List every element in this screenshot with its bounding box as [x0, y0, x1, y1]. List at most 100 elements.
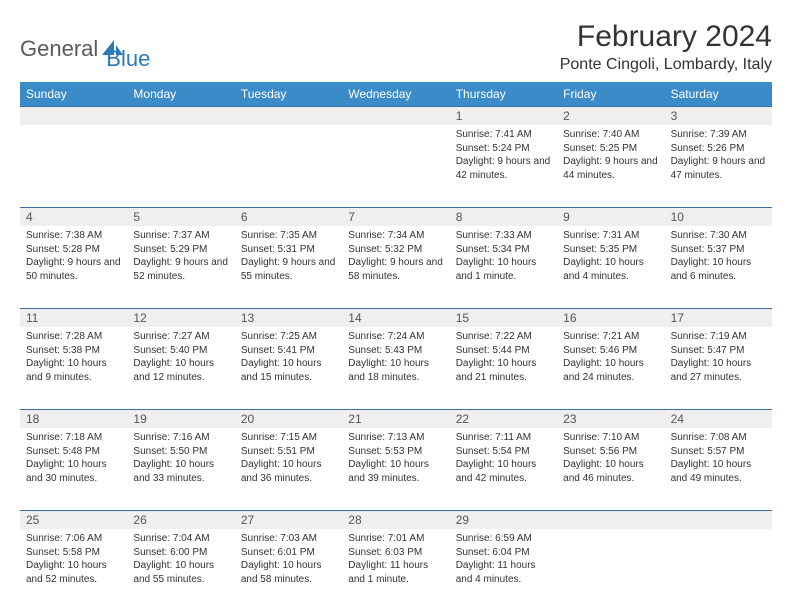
- day-cell: [127, 125, 234, 207]
- daynum-row: 11121314151617: [20, 308, 772, 327]
- week-row: Sunrise: 7:41 AMSunset: 5:24 PMDaylight:…: [20, 125, 772, 207]
- day-cell: Sunrise: 7:33 AMSunset: 5:34 PMDaylight:…: [450, 226, 557, 308]
- daynum-row: 123: [20, 106, 772, 125]
- sunset-text: Sunset: 5:28 PM: [26, 243, 121, 257]
- week-row: Sunrise: 7:28 AMSunset: 5:38 PMDaylight:…: [20, 327, 772, 409]
- sunrise-text: Sunrise: 7:33 AM: [456, 229, 551, 243]
- sunrise-text: Sunrise: 6:59 AM: [456, 532, 551, 546]
- sunset-text: Sunset: 6:04 PM: [456, 546, 551, 560]
- sunrise-text: Sunrise: 7:38 AM: [26, 229, 121, 243]
- weekday-header: Wednesday: [342, 82, 449, 106]
- day-cell: Sunrise: 7:40 AMSunset: 5:25 PMDaylight:…: [557, 125, 664, 207]
- day-number: 11: [20, 309, 127, 327]
- weekday-header: Friday: [557, 82, 664, 106]
- day-number: 14: [342, 309, 449, 327]
- day-number: [20, 107, 127, 125]
- day-cell: Sunrise: 7:03 AMSunset: 6:01 PMDaylight:…: [235, 529, 342, 611]
- day-cell: Sunrise: 7:37 AMSunset: 5:29 PMDaylight:…: [127, 226, 234, 308]
- day-number: 6: [235, 208, 342, 226]
- sunset-text: Sunset: 5:35 PM: [563, 243, 658, 257]
- sunset-text: Sunset: 5:57 PM: [671, 445, 766, 459]
- sunrise-text: Sunrise: 7:35 AM: [241, 229, 336, 243]
- daylight-text: Daylight: 10 hours and 58 minutes.: [241, 559, 336, 586]
- daylight-text: Daylight: 9 hours and 55 minutes.: [241, 256, 336, 283]
- sunset-text: Sunset: 5:51 PM: [241, 445, 336, 459]
- day-number: [557, 511, 664, 529]
- day-number: 24: [665, 410, 772, 428]
- day-cell: Sunrise: 7:13 AMSunset: 5:53 PMDaylight:…: [342, 428, 449, 510]
- sunset-text: Sunset: 5:29 PM: [133, 243, 228, 257]
- day-cell: Sunrise: 7:38 AMSunset: 5:28 PMDaylight:…: [20, 226, 127, 308]
- daylight-text: Daylight: 10 hours and 18 minutes.: [348, 357, 443, 384]
- sunset-text: Sunset: 5:34 PM: [456, 243, 551, 257]
- sunset-text: Sunset: 5:58 PM: [26, 546, 121, 560]
- sunset-text: Sunset: 5:38 PM: [26, 344, 121, 358]
- day-number: 17: [665, 309, 772, 327]
- weekday-header: Saturday: [665, 82, 772, 106]
- day-cell: Sunrise: 7:22 AMSunset: 5:44 PMDaylight:…: [450, 327, 557, 409]
- location-text: Ponte Cingoli, Lombardy, Italy: [560, 56, 772, 74]
- daylight-text: Daylight: 10 hours and 36 minutes.: [241, 458, 336, 485]
- day-number: 2: [557, 107, 664, 125]
- sunrise-text: Sunrise: 7:04 AM: [133, 532, 228, 546]
- sunset-text: Sunset: 5:48 PM: [26, 445, 121, 459]
- sunrise-text: Sunrise: 7:16 AM: [133, 431, 228, 445]
- sunrise-text: Sunrise: 7:41 AM: [456, 128, 551, 142]
- sunrise-text: Sunrise: 7:01 AM: [348, 532, 443, 546]
- calendar: SundayMondayTuesdayWednesdayThursdayFrid…: [20, 82, 772, 611]
- day-number: [127, 107, 234, 125]
- sunset-text: Sunset: 5:31 PM: [241, 243, 336, 257]
- sunset-text: Sunset: 5:26 PM: [671, 142, 766, 156]
- daylight-text: Daylight: 10 hours and 6 minutes.: [671, 256, 766, 283]
- day-number: 1: [450, 107, 557, 125]
- sunrise-text: Sunrise: 7:40 AM: [563, 128, 658, 142]
- daylight-text: Daylight: 10 hours and 4 minutes.: [563, 256, 658, 283]
- daylight-text: Daylight: 10 hours and 9 minutes.: [26, 357, 121, 384]
- sunset-text: Sunset: 5:25 PM: [563, 142, 658, 156]
- daylight-text: Daylight: 9 hours and 42 minutes.: [456, 155, 551, 182]
- daylight-text: Daylight: 10 hours and 24 minutes.: [563, 357, 658, 384]
- logo: General Blue: [20, 20, 150, 72]
- weekday-header: Tuesday: [235, 82, 342, 106]
- daylight-text: Daylight: 10 hours and 15 minutes.: [241, 357, 336, 384]
- sunrise-text: Sunrise: 7:31 AM: [563, 229, 658, 243]
- day-number: 28: [342, 511, 449, 529]
- day-cell: Sunrise: 7:15 AMSunset: 5:51 PMDaylight:…: [235, 428, 342, 510]
- day-cell: Sunrise: 7:16 AMSunset: 5:50 PMDaylight:…: [127, 428, 234, 510]
- day-cell: Sunrise: 7:31 AMSunset: 5:35 PMDaylight:…: [557, 226, 664, 308]
- day-number: 15: [450, 309, 557, 327]
- daylight-text: Daylight: 9 hours and 44 minutes.: [563, 155, 658, 182]
- daylight-text: Daylight: 10 hours and 30 minutes.: [26, 458, 121, 485]
- sunrise-text: Sunrise: 7:34 AM: [348, 229, 443, 243]
- daylight-text: Daylight: 10 hours and 21 minutes.: [456, 357, 551, 384]
- sunset-text: Sunset: 5:40 PM: [133, 344, 228, 358]
- daylight-text: Daylight: 10 hours and 49 minutes.: [671, 458, 766, 485]
- day-cell: Sunrise: 7:21 AMSunset: 5:46 PMDaylight:…: [557, 327, 664, 409]
- sunrise-text: Sunrise: 7:37 AM: [133, 229, 228, 243]
- sunset-text: Sunset: 5:50 PM: [133, 445, 228, 459]
- sunrise-text: Sunrise: 7:15 AM: [241, 431, 336, 445]
- sunrise-text: Sunrise: 7:28 AM: [26, 330, 121, 344]
- day-cell: [235, 125, 342, 207]
- sunset-text: Sunset: 6:00 PM: [133, 546, 228, 560]
- day-cell: [557, 529, 664, 611]
- day-number: 23: [557, 410, 664, 428]
- sunset-text: Sunset: 5:56 PM: [563, 445, 658, 459]
- day-cell: [665, 529, 772, 611]
- daylight-text: Daylight: 9 hours and 47 minutes.: [671, 155, 766, 182]
- sunrise-text: Sunrise: 7:21 AM: [563, 330, 658, 344]
- day-number: 9: [557, 208, 664, 226]
- sunrise-text: Sunrise: 7:13 AM: [348, 431, 443, 445]
- day-number: 25: [20, 511, 127, 529]
- day-number: 21: [342, 410, 449, 428]
- sunrise-text: Sunrise: 7:06 AM: [26, 532, 121, 546]
- sunrise-text: Sunrise: 7:19 AM: [671, 330, 766, 344]
- daynum-row: 45678910: [20, 207, 772, 226]
- daylight-text: Daylight: 10 hours and 55 minutes.: [133, 559, 228, 586]
- daylight-text: Daylight: 9 hours and 52 minutes.: [133, 256, 228, 283]
- day-number: [235, 107, 342, 125]
- day-number: 16: [557, 309, 664, 327]
- sunrise-text: Sunrise: 7:24 AM: [348, 330, 443, 344]
- day-number: [342, 107, 449, 125]
- sunrise-text: Sunrise: 7:08 AM: [671, 431, 766, 445]
